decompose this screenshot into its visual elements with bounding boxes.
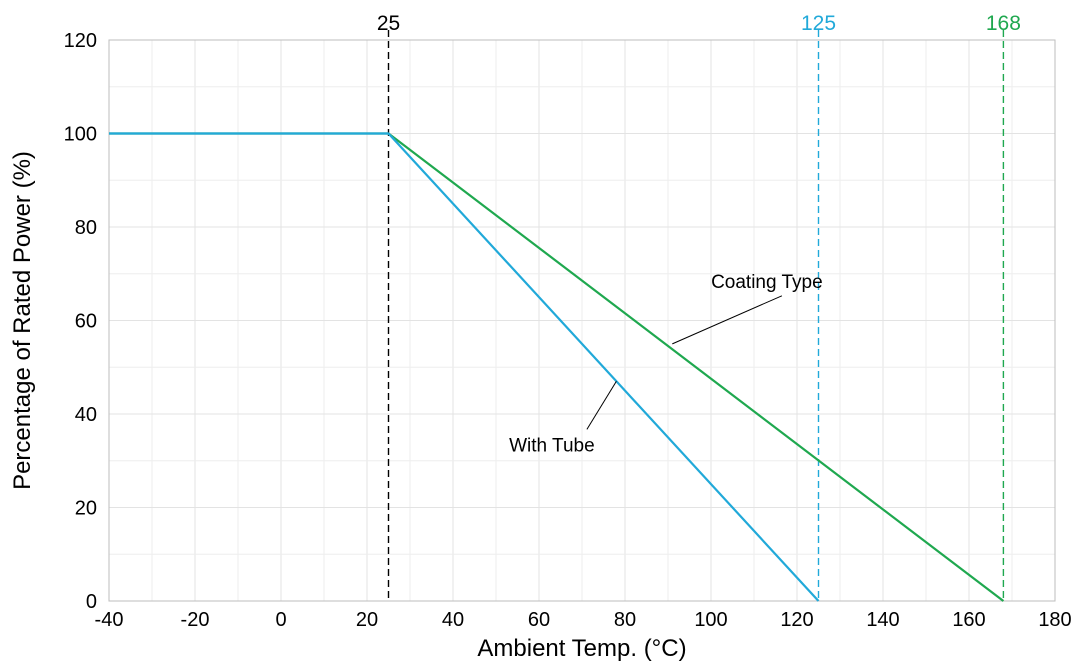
x-tick-label: 180 [1038, 609, 1071, 631]
x-tick-label: 0 [275, 609, 286, 631]
y-tick-label: 0 [86, 591, 97, 613]
x-tick-label: -40 [95, 609, 124, 631]
series [109, 132, 1005, 602]
x-axis-title: Ambient Temp. (°C) [477, 635, 686, 662]
tick-labels: -40 -20 0 20 40 60 80 100 120 140 160 180 0 20 40 60 80 1… [64, 30, 1072, 631]
y-tick-label: 120 [64, 30, 97, 52]
grid [108, 39, 1056, 602]
reference-label-168: 168 [986, 12, 1021, 35]
annotation-coating-type: Coating Type [711, 272, 823, 293]
x-tick-label: 100 [694, 609, 727, 631]
plot-frame [108, 39, 1056, 602]
y-tick-label: 60 [75, 311, 97, 333]
y-tick-label: 100 [64, 124, 97, 146]
x-tick-label: 120 [780, 609, 813, 631]
annotation-with-tube: With Tube [509, 435, 595, 456]
series-line-with-tube [109, 132, 820, 602]
y-axis-title: Percentage of Rated Power (%) [9, 151, 36, 490]
x-tick-label: -20 [181, 609, 210, 631]
y-tick-label: 20 [75, 498, 97, 520]
y-tick-label: 80 [75, 217, 97, 239]
y-tick-label: 40 [75, 404, 97, 426]
annotations: Coating Type With Tube [509, 272, 823, 457]
annotation-leader-with-tube [586, 381, 617, 430]
x-tick-label: 60 [528, 609, 550, 631]
reference-label-25: 25 [377, 12, 400, 35]
x-tick-label: 80 [614, 609, 636, 631]
annotation-leader-coating-type [672, 295, 783, 345]
x-tick-label: 40 [442, 609, 464, 631]
x-tick-label: 140 [866, 609, 899, 631]
x-tick-label: 20 [356, 609, 378, 631]
reference-label-125: 125 [801, 12, 836, 35]
reference-lines: 25 125 168 [377, 12, 1021, 601]
x-tick-label: 160 [952, 609, 985, 631]
